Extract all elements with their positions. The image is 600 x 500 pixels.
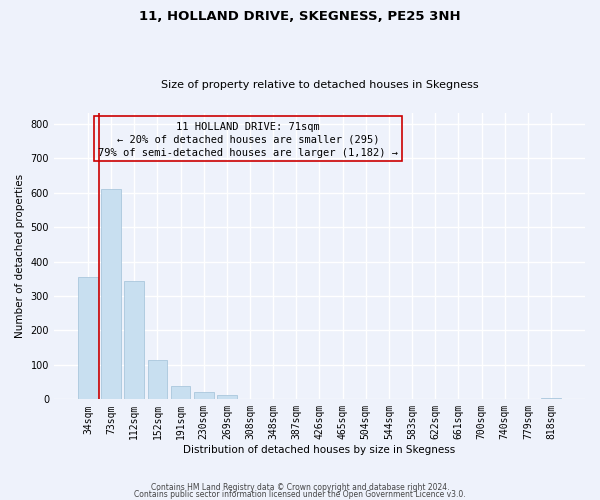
- Bar: [541, 398, 561, 400]
- Text: 11 HOLLAND DRIVE: 71sqm: 11 HOLLAND DRIVE: 71sqm: [176, 122, 320, 132]
- X-axis label: Distribution of detached houses by size in Skegness: Distribution of detached houses by size …: [184, 445, 455, 455]
- Text: 79% of semi-detached houses are larger (1,182) →: 79% of semi-detached houses are larger (…: [98, 148, 398, 158]
- Bar: [101, 188, 121, 400]
- Title: Size of property relative to detached houses in Skegness: Size of property relative to detached ho…: [161, 80, 478, 90]
- Bar: [148, 360, 167, 400]
- Bar: [78, 277, 98, 400]
- Bar: [194, 392, 214, 400]
- Text: Contains HM Land Registry data © Crown copyright and database right 2024.: Contains HM Land Registry data © Crown c…: [151, 484, 449, 492]
- Text: ← 20% of detached houses are smaller (295): ← 20% of detached houses are smaller (29…: [116, 135, 379, 145]
- Bar: [217, 395, 236, 400]
- Text: Contains public sector information licensed under the Open Government Licence v3: Contains public sector information licen…: [134, 490, 466, 499]
- Text: 11, HOLLAND DRIVE, SKEGNESS, PE25 3NH: 11, HOLLAND DRIVE, SKEGNESS, PE25 3NH: [139, 10, 461, 23]
- Bar: [170, 386, 190, 400]
- Bar: [124, 281, 144, 400]
- Y-axis label: Number of detached properties: Number of detached properties: [15, 174, 25, 338]
